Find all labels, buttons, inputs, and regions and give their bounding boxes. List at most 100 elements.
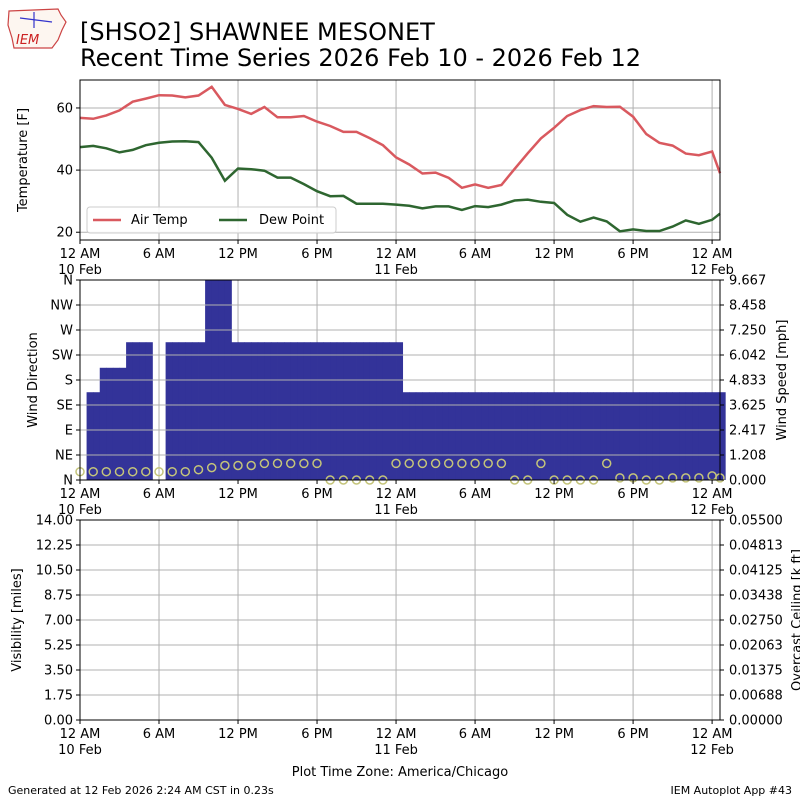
wind-direction-bar (264, 342, 272, 480)
x-tick-date-label: 11 Feb (374, 263, 418, 278)
visibility-plot-frame (79, 519, 721, 721)
wind-direction-bar (468, 392, 476, 480)
visibility-y-ticks: 0.00 1.75 3.50 5.25 7.00 8.75 10.50 12.25 14.00 (36, 514, 80, 729)
x-tick-label: 12 AM (692, 247, 733, 262)
direction-tick-label: SE (57, 399, 73, 414)
generated-timestamp: Generated at 12 Feb 2026 2:24 AM CST in … (8, 784, 274, 797)
wind-direction-bar (501, 392, 509, 480)
legend-air-temp-label: Air Temp (131, 213, 188, 228)
title-line-1: [SHSO2] SHAWNEE MESONET (80, 18, 435, 46)
wind-speed-point (246, 460, 256, 471)
wind-direction-bar (481, 392, 489, 480)
x-tick-label: 6 AM (143, 727, 176, 742)
x-tick-label: 12 AM (60, 487, 101, 502)
wind-direction-bar (270, 342, 278, 480)
wind-speed-point (457, 458, 467, 469)
wind-speed-y-label: Wind Speed [mph] (775, 320, 790, 441)
wind-direction-bar (442, 392, 450, 480)
wind-direction-bar (99, 367, 107, 480)
ceiling-tick-label: 0.04125 (729, 564, 783, 579)
x-tick-label: 12 PM (218, 727, 258, 742)
wind-direction-bar (521, 392, 529, 480)
wind-direction-bar (600, 392, 608, 480)
x-tick-date-label: 10 Feb (58, 743, 102, 758)
ceiling-tick-label: 0.04813 (729, 539, 783, 554)
wind-speed-point (233, 460, 243, 471)
y-tick-label: 60 (56, 101, 73, 116)
legend-dew-point-label: Dew Point (259, 213, 324, 228)
wind-direction-bar (461, 392, 469, 480)
wind-direction-bar (422, 392, 430, 480)
wind-direction-bars (86, 280, 726, 480)
wind-direction-bar (527, 392, 535, 480)
x-tick-label: 12 PM (218, 487, 258, 502)
wind-plot-frame (79, 279, 721, 481)
wind-speed-point (299, 458, 309, 469)
x-tick-label: 12 PM (218, 247, 258, 262)
wind-direction-bar (336, 342, 344, 480)
speed-tick-label: 3.625 (729, 399, 766, 414)
wind-direction-bar (494, 392, 502, 480)
wind-speed-point (180, 466, 191, 477)
wind-direction-bar (672, 392, 680, 480)
wind-speed-point (430, 458, 441, 469)
wind-direction-bar (554, 392, 562, 480)
wind-speed-y-ticks: 0.000 1.208 2.417 3.625 4.833 6.042 7.250 8.458… (720, 274, 766, 489)
x-tick-label: 12 AM (376, 727, 417, 742)
wind-direction-bar (639, 392, 647, 480)
iem-logo[interactable]: IEM (7, 8, 67, 49)
wind-direction-bar (685, 392, 693, 480)
wind-direction-bar (606, 392, 614, 480)
ceiling-tick-label: 0.02750 (729, 614, 783, 629)
wind-direction-bar (666, 392, 673, 480)
x-tick-label: 6 AM (459, 487, 492, 502)
wind-direction-bar (139, 342, 147, 480)
x-tick-label: 12 AM (376, 247, 417, 262)
wind-direction-bar (692, 392, 700, 480)
plot-timezone-label: Plot Time Zone: America/Chicago (292, 765, 508, 780)
ceiling-tick-label: 0.02063 (729, 639, 783, 654)
wind-speed-point (404, 458, 414, 469)
x-tick-label: 12 PM (534, 487, 574, 502)
wind-direction-bar (356, 342, 364, 480)
x-tick-date-label: 11 Feb (374, 503, 418, 518)
wind-direction-bar (185, 342, 193, 480)
wind-speed-point (391, 458, 401, 469)
wind-direction-bar (435, 392, 443, 480)
wind-direction-bar (145, 342, 153, 480)
direction-tick-label: N (63, 474, 73, 489)
visibility-grid (79, 519, 720, 721)
wind-direction-bar (165, 342, 173, 480)
wind-direction-bar (343, 342, 351, 480)
direction-tick-label: E (65, 424, 73, 439)
wind-speed-point (220, 460, 230, 471)
speed-tick-label: 7.250 (729, 324, 766, 339)
wind-direction-bar (172, 342, 180, 480)
direction-tick-label: W (60, 324, 73, 339)
wind-direction-bar (317, 342, 325, 480)
visibility-tick-label: 14.00 (36, 514, 73, 529)
wind-direction-bar (330, 342, 338, 480)
wind-direction-bar (86, 392, 94, 480)
visibility-tick-label: 5.25 (44, 639, 73, 654)
wind-direction-bar (659, 392, 667, 480)
wind-speed-point (206, 462, 217, 473)
wind-speed-point (536, 458, 546, 469)
wind-direction-bar (455, 392, 463, 480)
ceiling-tick-label: 0.03438 (729, 589, 783, 604)
wind-direction-bar (428, 392, 436, 480)
wind-direction-bar (382, 342, 390, 480)
wind-direction-bar (93, 392, 101, 480)
wind-direction-bar (126, 342, 134, 480)
wind-speed-point (193, 464, 204, 475)
speed-tick-label: 4.833 (729, 374, 766, 389)
ceiling-y-label: Overcast Ceiling [k ft] (790, 549, 800, 691)
wind-direction-bar (488, 392, 496, 480)
speed-tick-label: 0.000 (729, 474, 766, 489)
ceiling-tick-label: 0.00000 (729, 714, 783, 729)
speed-tick-label: 6.042 (729, 349, 766, 364)
wind-speed-point (417, 458, 428, 469)
wind-direction-bar (580, 392, 588, 480)
